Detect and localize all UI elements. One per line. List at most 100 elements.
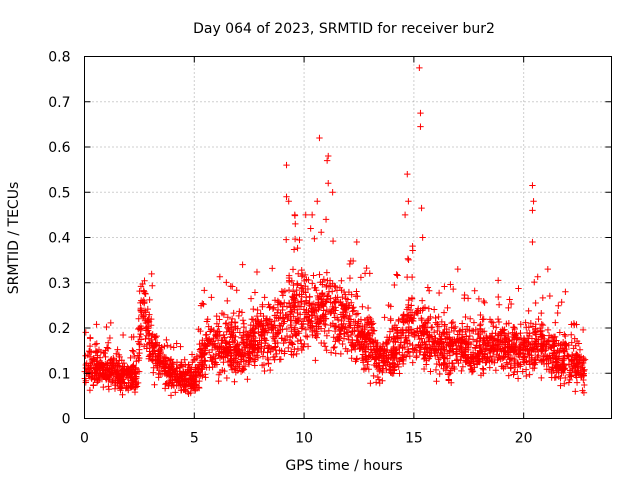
data-point <box>418 204 425 212</box>
data-point <box>432 345 439 353</box>
data-point <box>143 341 151 348</box>
data-point <box>318 339 325 347</box>
data-point <box>357 316 365 323</box>
data-point <box>503 336 510 343</box>
data-point <box>289 288 297 295</box>
data-point <box>273 350 280 358</box>
data-point <box>228 366 236 373</box>
data-point <box>308 308 315 316</box>
data-point <box>393 271 400 278</box>
data-point <box>203 331 210 338</box>
data-point <box>263 329 271 336</box>
data-point <box>486 353 494 360</box>
data-point <box>167 356 174 364</box>
data-point <box>114 346 121 353</box>
data-point <box>247 295 255 302</box>
data-point <box>526 361 534 368</box>
data-point <box>539 321 547 329</box>
data-point <box>421 346 428 353</box>
data-point <box>327 321 334 329</box>
data-point <box>436 370 443 378</box>
data-point <box>335 299 343 306</box>
data-point <box>105 386 113 393</box>
data-point <box>205 349 213 356</box>
data-point <box>282 312 289 319</box>
data-point <box>301 277 308 285</box>
data-point <box>291 212 299 219</box>
x-axis-label: GPS time / hours <box>285 458 402 474</box>
data-point <box>291 346 298 353</box>
data-point <box>136 346 143 353</box>
data-point <box>294 345 302 352</box>
data-point <box>335 324 342 331</box>
data-point <box>532 321 539 328</box>
data-point <box>436 354 444 362</box>
data-point <box>172 389 179 396</box>
data-point <box>223 319 230 327</box>
data-point <box>235 361 243 368</box>
data-point <box>132 366 139 373</box>
data-point <box>495 301 503 309</box>
data-point <box>334 336 342 343</box>
data-point <box>349 327 357 335</box>
data-point <box>307 225 314 232</box>
data-point <box>291 235 299 243</box>
data-point <box>94 377 102 385</box>
data-point <box>211 361 219 368</box>
data-point <box>482 359 489 367</box>
data-point <box>570 320 578 327</box>
data-point <box>477 334 484 341</box>
data-point <box>135 315 142 322</box>
data-point <box>131 388 139 396</box>
data-point <box>283 161 290 169</box>
data-point <box>263 317 270 324</box>
data-point <box>289 266 297 273</box>
data-point <box>470 319 478 326</box>
data-point <box>199 350 206 357</box>
data-point <box>474 331 482 338</box>
data-point <box>535 352 542 359</box>
data-point <box>404 340 411 347</box>
data-point <box>353 238 360 246</box>
data-point <box>218 337 225 344</box>
data-point <box>304 333 311 341</box>
data-point <box>418 297 426 304</box>
data-point <box>106 334 114 342</box>
data-point <box>526 351 533 359</box>
data-point <box>317 325 325 332</box>
data-point <box>426 343 434 351</box>
data-point <box>275 299 283 306</box>
data-point <box>236 308 243 315</box>
data-point <box>426 334 433 341</box>
data-point <box>298 340 305 347</box>
data-point <box>285 274 293 282</box>
data-point <box>283 236 290 243</box>
data-point <box>286 334 294 341</box>
data-point <box>561 348 568 355</box>
data-point <box>366 332 374 339</box>
data-point <box>427 313 434 321</box>
data-point <box>564 352 572 360</box>
data-point <box>466 359 473 366</box>
data-point <box>354 332 362 339</box>
data-point <box>107 319 114 327</box>
data-point <box>152 334 159 341</box>
data-point <box>394 272 401 279</box>
data-point <box>410 331 418 338</box>
data-point <box>347 322 354 329</box>
data-point <box>447 343 455 351</box>
data-point <box>167 392 175 399</box>
data-point <box>560 347 567 354</box>
data-point <box>331 323 338 330</box>
data-point <box>149 282 156 289</box>
data-point <box>356 323 364 330</box>
data-point <box>378 355 385 362</box>
data-point <box>146 311 153 318</box>
data-point <box>302 326 310 333</box>
data-point <box>103 375 111 382</box>
data-point <box>548 369 555 377</box>
x-tick-label: 10 <box>295 431 313 447</box>
data-point <box>280 339 287 347</box>
data-point <box>321 320 328 328</box>
data-point <box>251 289 259 296</box>
